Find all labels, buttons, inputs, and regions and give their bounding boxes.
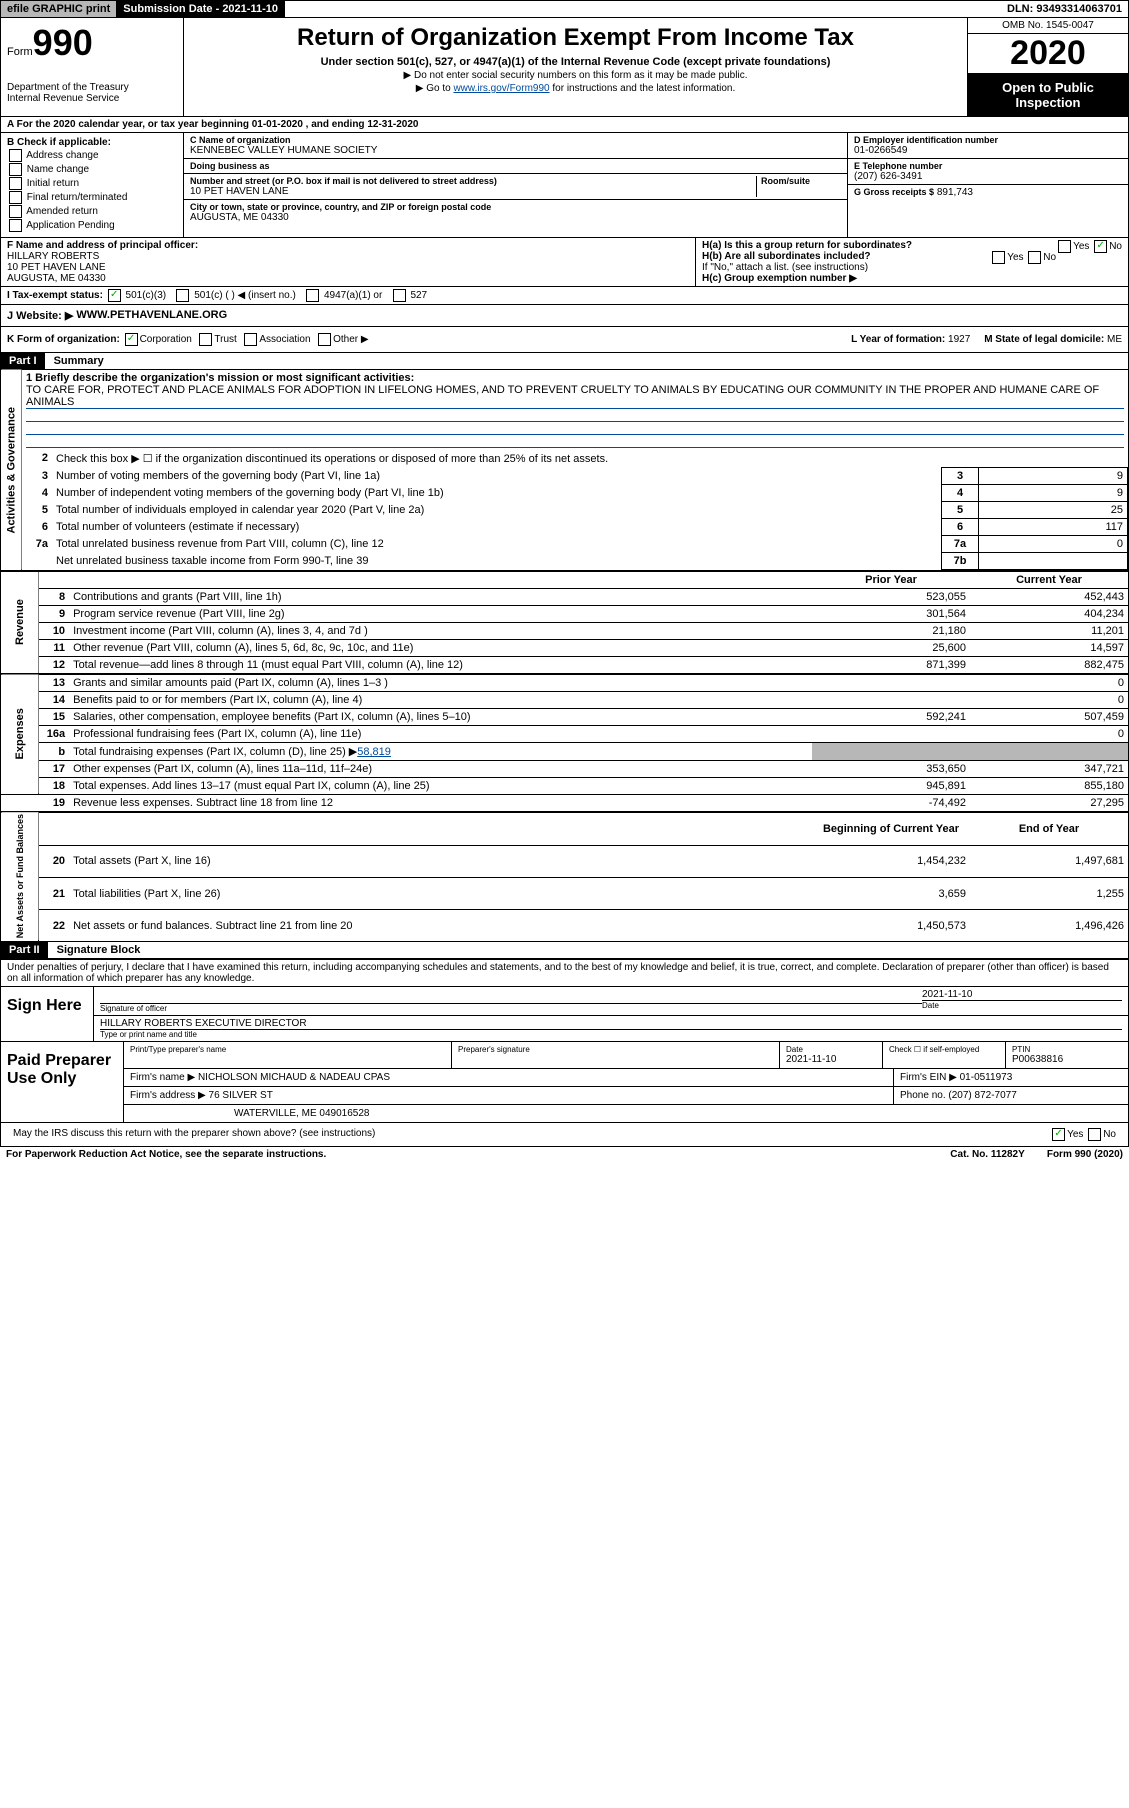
- section-abcde: A For the 2020 calendar year, or tax yea…: [0, 117, 1129, 238]
- paid-label: Paid Preparer Use Only: [1, 1042, 124, 1122]
- row-fh: F Name and address of principal officer:…: [0, 238, 1129, 287]
- footer-form: Form 990 (2020): [1047, 1149, 1123, 1160]
- row-i: I Tax-exempt status: 501(c)(3) 501(c) ( …: [0, 287, 1129, 305]
- side-revenue: Revenue: [1, 571, 39, 674]
- part-2: Part II Signature Block: [0, 942, 1129, 960]
- d-ein-lab: D Employer identification number: [854, 135, 1122, 145]
- g-gross: 891,743: [937, 187, 973, 198]
- paid-preparer: Paid Preparer Use Only Print/Type prepar…: [1, 1041, 1128, 1122]
- e-phone: (207) 626-3491: [854, 171, 1122, 182]
- f-name: HILLARY ROBERTS: [7, 251, 689, 262]
- efile-link[interactable]: efile GRAPHIC print: [1, 1, 117, 17]
- website-value: WWW.PETHAVENLANE.ORG: [76, 309, 227, 322]
- top-bar: efile GRAPHIC print Submission Date - 20…: [0, 0, 1129, 18]
- d-ein: 01-0266549: [854, 145, 1122, 156]
- col-c: C Name of organization KENNEBEC VALLEY H…: [184, 133, 847, 237]
- footer-cat: Cat. No. 11282Y: [950, 1149, 1024, 1160]
- form-prefix: Form: [7, 46, 33, 58]
- f-lab: F Name and address of principal officer:: [7, 240, 689, 251]
- note-ssn: Do not enter social security numbers on …: [190, 70, 961, 81]
- side-activities: Activities & Governance: [1, 370, 22, 570]
- form-title: Return of Organization Exempt From Incom…: [190, 24, 961, 52]
- tax-year: 2020: [968, 34, 1128, 74]
- finance-table: Revenue Prior Year Current Year 8Contrib…: [1, 570, 1128, 941]
- irs-label: Internal Revenue Service: [7, 93, 177, 104]
- c-addr-lab: Number and street (or P.O. box if mail i…: [190, 176, 756, 186]
- hc-lab: H(c) Group exemption number ▶: [702, 273, 1122, 284]
- org-city: AUGUSTA, ME 04330: [190, 212, 841, 223]
- c-city-lab: City or town, state or province, country…: [190, 202, 841, 212]
- sig-officer-lab: Signature of officer: [100, 1003, 922, 1013]
- side-expenses: Expenses: [1, 674, 39, 795]
- summary-table: Activities & Governance 1 Briefly descri…: [1, 370, 1128, 570]
- submission-date: Submission Date - 2021-11-10: [117, 1, 285, 17]
- footer: For Paperwork Reduction Act Notice, see …: [0, 1147, 1129, 1162]
- sign-here-label: Sign Here: [1, 987, 94, 1041]
- sig-name: HILLARY ROBERTS EXECUTIVE DIRECTOR: [100, 1018, 1122, 1029]
- tax-year-line: A For the 2020 calendar year, or tax yea…: [1, 117, 1128, 133]
- hb-note: If "No," attach a list. (see instruction…: [702, 262, 1122, 273]
- col-de: D Employer identification number 01-0266…: [847, 133, 1128, 237]
- ha-lab: H(a) Is this a group return for subordin…: [702, 240, 912, 251]
- org-street: 10 PET HAVEN LANE: [190, 186, 756, 197]
- sig-date: 2021-11-10: [922, 989, 1122, 1000]
- dept-treasury: Department of the Treasury: [7, 82, 177, 93]
- col-b: B Check if applicable: Address change Na…: [1, 133, 184, 237]
- hb-lab: H(b) Are all subordinates included?: [702, 251, 871, 262]
- c-dba-lab: Doing business as: [190, 161, 841, 171]
- part-1: Part I Summary Activities & Governance 1…: [0, 353, 1129, 942]
- org-name: KENNEBEC VALLEY HUMANE SOCIETY: [190, 145, 841, 156]
- row-klm: K Form of organization: Corporation Trus…: [0, 327, 1129, 353]
- g-gross-lab: G Gross receipts $: [854, 187, 934, 197]
- sig-name-lab: Type or print name and title: [100, 1029, 1122, 1039]
- mission-text: TO CARE FOR, PROTECT AND PLACE ANIMALS F…: [26, 384, 1124, 409]
- dln: DLN: 93493314063701: [1001, 1, 1128, 17]
- c-room-lab: Room/suite: [761, 176, 841, 186]
- discuss-text: May the IRS discuss this return with the…: [7, 1125, 1044, 1144]
- irs-link[interactable]: www.irs.gov/Form990: [453, 83, 549, 94]
- line2: Check this box ▶ ☐ if the organization d…: [52, 450, 1128, 468]
- e-phone-lab: E Telephone number: [854, 161, 1122, 171]
- f-addr1: 10 PET HAVEN LANE: [7, 262, 689, 273]
- form-header: Form990 Department of the Treasury Inter…: [0, 18, 1129, 117]
- side-netassets: Net Assets or Fund Balances: [1, 812, 39, 941]
- part2-title: Signature Block: [51, 944, 141, 956]
- part2-num: Part II: [1, 942, 48, 958]
- j-lab: J Website: ▶: [7, 309, 73, 322]
- row-j: J Website: ▶ WWW.PETHAVENLANE.ORG: [0, 305, 1129, 327]
- c-name-lab: C Name of organization: [190, 135, 841, 145]
- signature-block: Under penalties of perjury, I declare th…: [0, 960, 1129, 1147]
- sig-date-lab: Date: [922, 1000, 1122, 1010]
- part1-title: Summary: [48, 355, 104, 367]
- perjury-text: Under penalties of perjury, I declare th…: [1, 960, 1128, 987]
- open-public: Open to Public Inspection: [968, 74, 1128, 116]
- form-number: 990: [33, 22, 93, 63]
- note-link: Go to www.irs.gov/Form990 for instructio…: [190, 83, 961, 94]
- form-subtitle: Under section 501(c), 527, or 4947(a)(1)…: [190, 56, 961, 68]
- footer-left: For Paperwork Reduction Act Notice, see …: [6, 1149, 326, 1160]
- f-addr2: AUGUSTA, ME 04330: [7, 273, 689, 284]
- line1-lab: 1 Briefly describe the organization's mi…: [26, 372, 1124, 384]
- part1-num: Part I: [1, 353, 45, 369]
- omb-number: OMB No. 1545-0047: [968, 18, 1128, 34]
- b-header: B Check if applicable:: [7, 137, 177, 148]
